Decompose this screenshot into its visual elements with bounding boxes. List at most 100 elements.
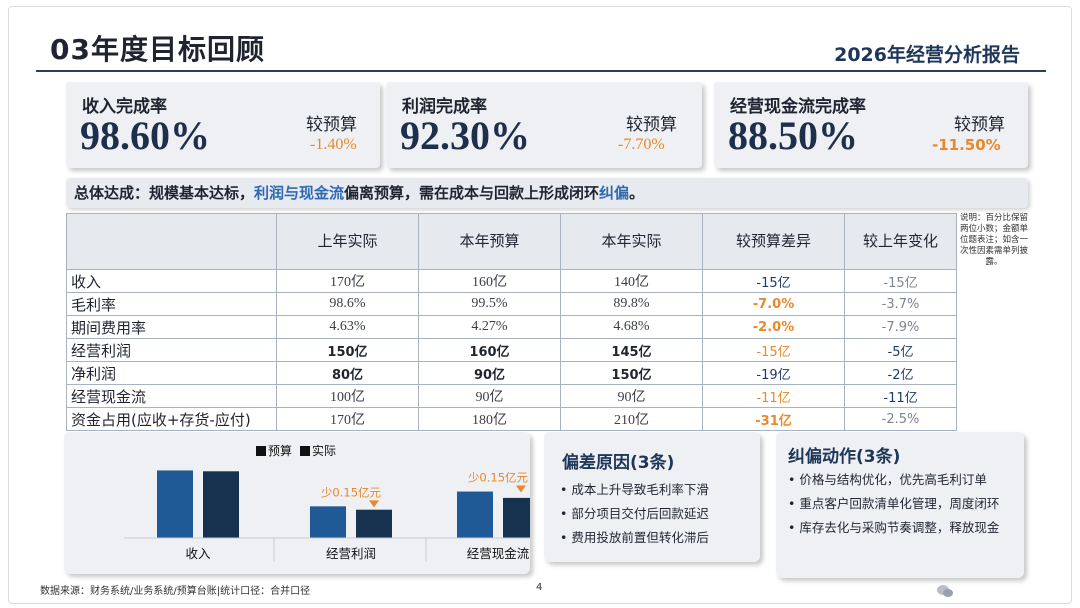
category-label: 收入	[185, 546, 211, 561]
table-cell: 89.8%	[560, 292, 703, 316]
table-header: 本年实际	[560, 213, 703, 270]
row-label: 资金占用(应收+存货-应付)	[66, 407, 277, 431]
table-row: 经营利润 150亿 160亿 145亿 -15亿 -5亿	[66, 338, 957, 362]
table-cell: 4.27%	[418, 315, 561, 339]
list-item: 价格与结构优化，优先高毛利订单	[788, 468, 999, 492]
summary-prefix: 总体达成：规模基本达标，	[74, 184, 255, 202]
title-divider	[36, 70, 1046, 72]
legend-label: 实际	[312, 443, 336, 458]
table-cell: 210亿	[560, 407, 703, 431]
variance-last-cell: -15亿	[844, 269, 957, 293]
table-header: 上年实际	[276, 213, 419, 270]
summary-middle: 偏离预算，需在成本与回款上形成闭环	[344, 184, 600, 202]
table-row: 净利润 80亿 90亿 150亿 -19亿 -2亿	[66, 361, 957, 385]
variance-last-cell: -3.7%	[844, 292, 957, 316]
variance-budget-cell: -7.0%	[702, 292, 845, 316]
row-label: 收入	[66, 269, 277, 293]
variance-budget-cell: -31亿	[702, 407, 845, 431]
row-label: 经营利润	[66, 338, 277, 362]
table-row: 资金占用(应收+存货-应付) 170亿 180亿 210亿 -31亿 -2.5%	[66, 407, 957, 431]
wechat-icon	[937, 585, 953, 597]
report-title: 2026年经营分析报告	[834, 44, 1020, 66]
legend-label: 预算	[268, 443, 292, 458]
actions-title: 纠偏动作(3条)	[788, 447, 901, 467]
table-cell: 170亿	[276, 269, 419, 293]
table-header: 较上年变化	[844, 213, 957, 270]
list-item: 重点客户回款清单化管理，周度闭环	[788, 492, 999, 516]
page-number: 4	[536, 582, 543, 593]
table-header-row: 上年实际 本年预算 本年实际 较预算差异 较上年变化	[66, 213, 957, 270]
kpi-card-revenue: 收入完成率 98.60% 较预算 -1.40%	[66, 82, 380, 168]
category-label: 经营现金流	[467, 546, 530, 561]
causes-card: 偏差原因(3条) 成本上升导致毛利率下滑 部分项目交付后回款延迟 费用投放前置但…	[544, 432, 760, 562]
summary-suffix: 。	[629, 184, 645, 202]
bar-实际	[356, 509, 392, 538]
summary-highlight: 利润与现金流	[254, 184, 345, 202]
table-row: 经营现金流 100亿 90亿 90亿 -11亿 -11亿	[66, 384, 957, 408]
table-row: 收入 170亿 160亿 140亿 -15亿 -15亿	[66, 269, 957, 293]
table-cell: 98.6%	[276, 292, 419, 316]
variance-last-cell: -2.5%	[844, 407, 957, 431]
summary-highlight: 纠偏	[599, 184, 630, 202]
table-cell: 160亿	[418, 269, 561, 293]
kpi-value: 88.50%	[728, 113, 858, 158]
causes-title: 偏差原因(3条)	[562, 453, 675, 473]
row-label: 毛利率	[66, 292, 277, 316]
variance-annotation: 少0.15亿元	[321, 485, 382, 499]
table-cell: 80亿	[276, 361, 419, 385]
kpi-value: 92.30%	[400, 113, 530, 158]
table-cell: 145亿	[560, 338, 703, 362]
annotation-arrow	[369, 500, 379, 508]
kpi-value: 98.60%	[80, 113, 210, 158]
kpi-compare-value: -1.40%	[310, 136, 357, 153]
category-label: 经营利润	[326, 546, 376, 561]
performance-table: 上年实际 本年预算 本年实际 较预算差异 较上年变化 收入 170亿 160亿 …	[66, 213, 957, 431]
table-cell: 140亿	[560, 269, 703, 293]
variance-budget-cell: -2.0%	[702, 315, 845, 339]
kpi-compare-value: -7.70%	[618, 136, 665, 153]
bar-实际	[203, 471, 239, 538]
causes-list: 成本上升导致毛利率下滑 部分项目交付后回款延迟 费用投放前置但转化滞后	[560, 478, 709, 550]
table-cell: 4.68%	[560, 315, 703, 339]
annotation-arrow	[516, 485, 526, 493]
kpi-compare-label: 较预算	[954, 115, 1005, 135]
kpi-compare-label: 较预算	[626, 115, 677, 135]
summary-bar: 总体达成：规模基本达标，利润与现金流偏离预算，需在成本与回款上形成闭环纠偏。	[66, 178, 1028, 208]
slide-frame	[8, 6, 1072, 604]
table-row: 期间费用率 4.63% 4.27% 4.68% -2.0% -7.9%	[66, 315, 957, 339]
variance-budget-cell: -15亿	[702, 269, 845, 293]
variance-last-cell: -2亿	[844, 361, 957, 385]
table-cell: 4.63%	[276, 315, 419, 339]
bar-实际	[503, 497, 530, 538]
table-cell: 100亿	[276, 384, 419, 408]
page-title: 03年度目标回顾	[50, 33, 265, 66]
bar-预算	[457, 491, 493, 538]
legend-swatch	[300, 446, 310, 456]
variance-last-cell: -7.9%	[844, 315, 957, 339]
list-item: 部分项目交付后回款延迟	[560, 502, 709, 526]
variance-budget-cell: -15亿	[702, 338, 845, 362]
kpi-label: 收入完成率	[82, 97, 167, 117]
footer-source: 数据来源：财务系统/业务系统/预算台账|统计口径：合并口径	[40, 586, 311, 597]
table-cell: 150亿	[276, 338, 419, 362]
variance-budget-cell: -11亿	[702, 384, 845, 408]
list-item: 成本上升导致毛利率下滑	[560, 478, 709, 502]
legend-swatch	[256, 446, 266, 456]
kpi-card-cashflow: 经营现金流完成率 88.50% 较预算 -11.50%	[714, 82, 1028, 168]
kpi-label: 经营现金流完成率	[730, 97, 866, 117]
variance-annotation: 少0.15亿元	[468, 471, 529, 485]
kpi-compare-label: 较预算	[306, 115, 357, 135]
table-header: 较预算差异	[702, 213, 845, 270]
row-label: 经营现金流	[66, 384, 277, 408]
table-cell: 90亿	[418, 384, 561, 408]
table-note: 说明：百分比保留两位小数；金额单位题表注；如含一次性因素需单列披露。	[959, 213, 1028, 267]
variance-budget-cell: -19亿	[702, 361, 845, 385]
table-cell: 160亿	[418, 338, 561, 362]
budget-actual-chart: 预算 实际 收入 经营利润 少0.15亿元 经营现金流 少0.15亿元	[64, 432, 530, 574]
bar-预算	[310, 506, 346, 538]
table-header-blank	[66, 213, 277, 270]
table-cell: 180亿	[418, 407, 561, 431]
variance-last-cell: -11亿	[844, 384, 957, 408]
actions-list: 价格与结构优化，优先高毛利订单 重点客户回款清单化管理，周度闭环 库存去化与采购…	[788, 468, 999, 540]
